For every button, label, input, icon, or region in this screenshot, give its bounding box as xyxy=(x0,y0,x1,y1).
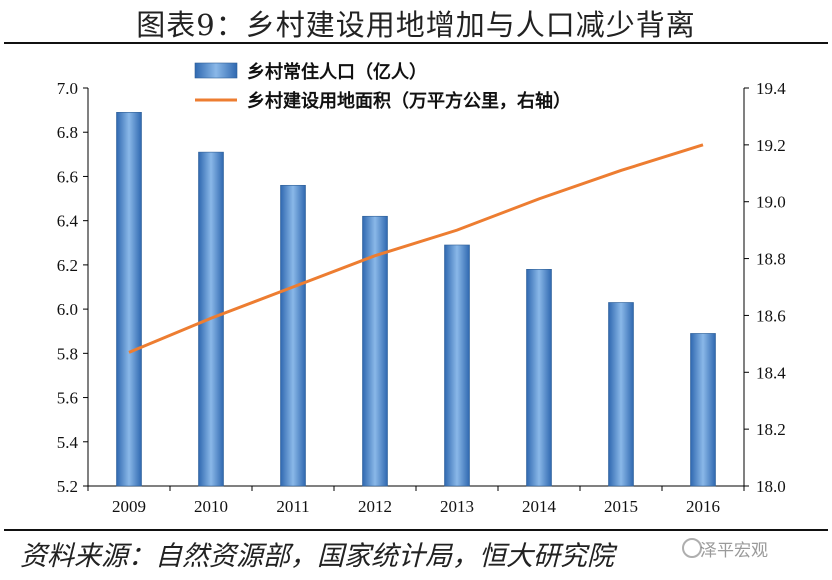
y-right-tick-label: 18.2 xyxy=(756,420,786,439)
watermark: 泽平宏观 xyxy=(700,541,768,561)
y-right-tick-label: 19.0 xyxy=(756,193,786,212)
x-tick-label: 2010 xyxy=(194,497,228,516)
x-tick-label: 2011 xyxy=(276,497,309,516)
bar xyxy=(116,112,142,487)
x-tick-label: 2015 xyxy=(604,497,638,516)
bar xyxy=(280,184,306,487)
bar xyxy=(362,215,388,487)
x-tick-label: 2014 xyxy=(522,497,557,516)
line-series xyxy=(128,143,704,354)
y-left-tick-label: 6.0 xyxy=(57,300,78,319)
x-tick-label: 2016 xyxy=(686,497,720,516)
bar xyxy=(444,244,470,487)
y-right-tick-label: 18.4 xyxy=(756,363,786,382)
x-tick-label: 2009 xyxy=(112,497,146,516)
chart-canvas: 5.2 5.4 5.6 5.8 6.0 6.2 6.4 6.6 6.8 7.0 18.0 18.2 18… xyxy=(57,61,787,516)
source-note: 资料来源：自然资源部，国家统计局，恒大研究院 xyxy=(20,541,614,572)
y-right-tick-label: 18.8 xyxy=(756,250,786,269)
y-right-tick-label: 19.4 xyxy=(756,79,786,98)
y-right-tick-label: 18.0 xyxy=(756,477,786,496)
y-left-tick-label: 5.2 xyxy=(57,477,78,496)
y-left-tick-label: 5.4 xyxy=(57,433,79,452)
legend-label: 乡村建设用地面积（万平方公里，右轴） xyxy=(247,90,571,111)
y-left-tick-label: 6.8 xyxy=(57,123,78,142)
y-left-tick-label: 6.4 xyxy=(57,212,79,231)
y-left-tick-label: 6.2 xyxy=(57,256,78,275)
y-right-tick-label: 19.2 xyxy=(756,136,786,155)
title-rule xyxy=(4,42,828,44)
chart-title: 图表9：乡村建设用地增加与人口减少背离 xyxy=(136,8,696,42)
y-left-tick-label: 7.0 xyxy=(57,79,78,98)
legend-label: 乡村常住人口（亿人） xyxy=(247,61,427,82)
x-tick-label: 2013 xyxy=(440,497,474,516)
y-left-tick-label: 5.6 xyxy=(57,389,78,408)
bar xyxy=(608,302,634,487)
y-right-tick-label: 18.6 xyxy=(756,306,786,325)
x-tick-label: 2012 xyxy=(358,497,392,516)
legend-bar-swatch xyxy=(194,62,238,79)
y-left-tick-label: 6.6 xyxy=(57,167,78,186)
wechat-icon xyxy=(682,538,702,558)
footer-rule xyxy=(4,529,828,531)
y-left-tick-label: 5.8 xyxy=(57,344,78,363)
bar xyxy=(690,333,716,487)
bar xyxy=(526,269,552,487)
